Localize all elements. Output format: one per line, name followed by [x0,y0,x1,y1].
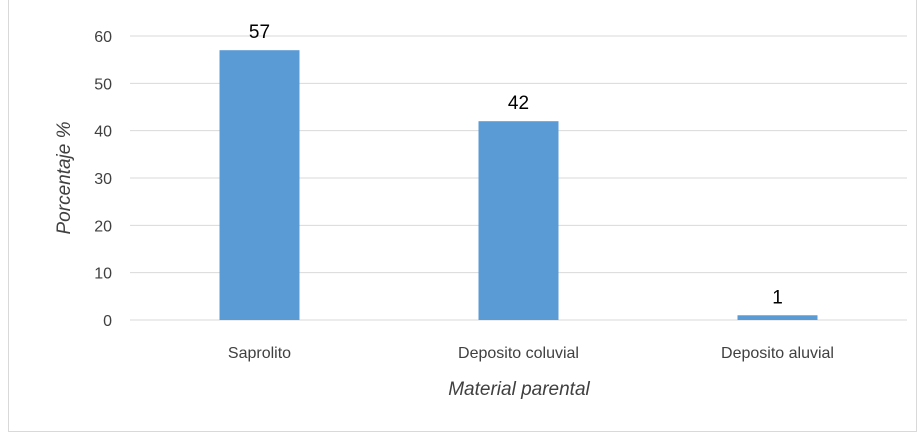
x-tick-labels: Saprolito Deposito coluvial Deposito aluvi… [228,345,834,362]
x-tick-label: Deposito aluvial [721,345,834,362]
data-label: 1 [772,287,783,308]
chart-frame [8,0,917,432]
data-labels: 57 42 1 [249,22,783,308]
x-tick-label: Deposito coluvial [458,345,579,362]
bars [219,50,818,320]
y-tick-labels: 0 10 20 30 40 50 60 [94,29,112,330]
bar-3 [737,315,818,320]
bar-2 [478,121,559,320]
x-axis-title: Material parental [448,379,590,400]
y-tick-label: 10 [94,266,112,283]
y-tick-label: 30 [94,171,112,188]
y-tick-label: 0 [103,313,112,330]
y-tick-label: 60 [94,29,112,46]
x-tick-label: Saprolito [228,345,291,362]
data-label: 42 [508,93,529,114]
y-tick-label: 40 [94,124,112,141]
y-axis-title: Porcentaje % [54,121,75,234]
data-label: 57 [249,22,270,43]
bar-1 [219,50,300,320]
y-tick-label: 20 [94,218,112,235]
y-tick-label: 50 [94,76,112,93]
